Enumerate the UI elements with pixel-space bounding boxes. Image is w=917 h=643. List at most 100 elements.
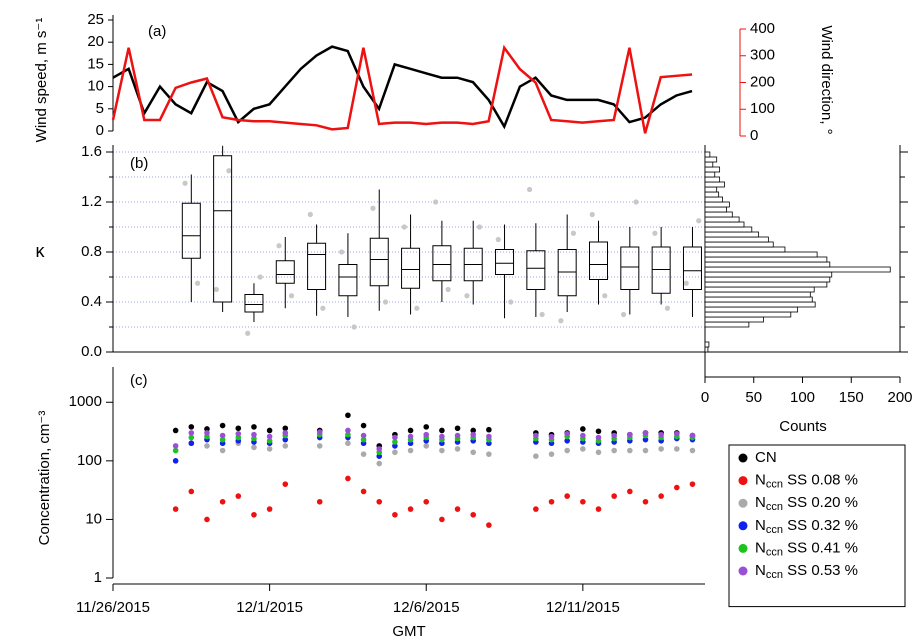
data-point	[345, 475, 351, 482]
data-point	[423, 424, 430, 430]
data-point	[642, 430, 649, 436]
y-tick-label: 1.6	[81, 143, 102, 160]
box	[275, 260, 295, 284]
hist-bar	[704, 346, 709, 353]
scatter-point	[589, 211, 595, 218]
data-point	[580, 498, 586, 505]
legend-marker	[738, 498, 748, 508]
y-tick-label: 10	[87, 78, 104, 95]
hist-bar	[704, 151, 711, 158]
scatter-point	[370, 205, 376, 211]
data-point	[564, 493, 570, 499]
data-point	[548, 433, 555, 440]
box	[432, 245, 452, 282]
data-line	[111, 44, 693, 134]
hist-bar	[704, 296, 813, 303]
data-point	[219, 432, 226, 439]
scatter-point	[602, 293, 608, 299]
y-tick-label: 100	[77, 452, 102, 469]
box	[651, 246, 671, 294]
data-point	[188, 424, 195, 430]
data-point	[454, 506, 461, 512]
data-point	[580, 426, 586, 432]
y-tick-label: 15	[87, 55, 104, 72]
data-point	[580, 446, 586, 452]
scatter-point	[464, 293, 470, 299]
data-point	[548, 451, 555, 457]
scatter-point	[351, 324, 357, 330]
data-point	[533, 432, 539, 439]
hist-bar	[704, 211, 733, 218]
scatter-point	[476, 224, 483, 230]
box	[244, 294, 264, 313]
x-axis-title: Counts	[779, 418, 827, 435]
data-point	[360, 488, 367, 495]
data-point	[689, 432, 696, 439]
y-axis-title: Wind speed, m s⁻¹	[33, 18, 50, 143]
data-point	[235, 430, 242, 437]
data-point	[204, 443, 210, 449]
data-point	[454, 446, 461, 452]
box	[620, 246, 640, 290]
hist-bar	[704, 256, 828, 263]
data-point	[674, 430, 680, 437]
hist-bar	[704, 241, 774, 248]
hist-bar	[704, 171, 716, 178]
box	[181, 202, 201, 259]
legend-label: Nccn SS 0.32 %	[755, 517, 858, 536]
data-point	[439, 427, 445, 434]
data-point	[282, 436, 289, 443]
data-point	[360, 432, 367, 439]
hist-bar	[704, 281, 828, 288]
y2-tick-label: 200	[750, 73, 775, 90]
data-point	[580, 432, 586, 439]
hist-bar	[704, 191, 720, 198]
data-point	[282, 430, 289, 436]
data-point	[564, 430, 570, 437]
data-point	[282, 481, 289, 487]
legend-box	[728, 444, 906, 608]
legend-label: Nccn SS 0.08 %	[755, 472, 858, 491]
data-point	[470, 511, 477, 518]
y2-tick-label: 0	[750, 127, 758, 144]
data-point	[423, 443, 430, 449]
scatter-point	[683, 280, 689, 286]
data-point	[345, 427, 351, 434]
scatter-point	[276, 243, 282, 249]
data-point	[235, 425, 242, 432]
y-tick-label: 20	[87, 33, 104, 50]
data-point	[172, 506, 179, 512]
scatter-point	[696, 218, 702, 224]
data-point	[486, 433, 492, 440]
box	[338, 264, 358, 297]
box	[682, 246, 702, 290]
hist-bar	[704, 236, 769, 243]
data-point	[627, 447, 633, 454]
hist-bar	[704, 166, 721, 173]
data-point	[470, 449, 477, 456]
x-tick-label: 12/11/2015	[546, 599, 620, 616]
data-point	[251, 431, 257, 438]
y-tick-label: 0	[96, 122, 104, 139]
legend-label: Nccn SS 0.53 %	[755, 562, 858, 581]
data-point	[345, 412, 351, 419]
scatter-point	[339, 249, 345, 255]
legend-marker	[738, 566, 748, 576]
data-point	[611, 493, 617, 499]
data-point	[611, 447, 617, 454]
y-tick-label: 10	[85, 510, 102, 527]
scatter-point	[257, 274, 263, 280]
data-point	[188, 440, 195, 447]
y-tick-label: 0.4	[81, 293, 102, 310]
data-point	[439, 447, 445, 454]
y-tick-label: 1	[94, 569, 102, 586]
data-point	[235, 493, 242, 499]
y-tick-label: 0.0	[81, 343, 102, 360]
hist-bar	[704, 301, 816, 308]
data-point	[251, 424, 257, 430]
hist-bar	[704, 341, 710, 348]
hist-bar	[704, 226, 753, 233]
scatter-point	[652, 230, 658, 236]
hist-bar	[704, 176, 721, 183]
